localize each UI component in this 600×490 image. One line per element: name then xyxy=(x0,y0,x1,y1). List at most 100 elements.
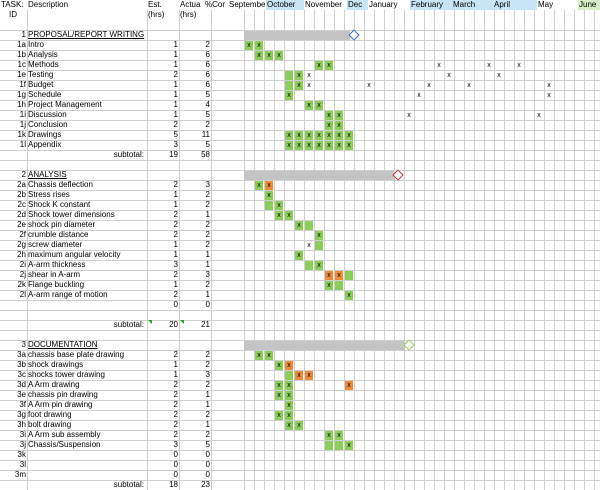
progress-cell xyxy=(295,131,303,140)
progress-cell xyxy=(295,71,303,80)
progress-cell xyxy=(335,281,343,290)
grid-row-line xyxy=(0,70,600,71)
overrun-cell xyxy=(265,181,273,190)
progress-cell xyxy=(295,421,303,430)
overrun-cell xyxy=(335,271,343,280)
progress-cell xyxy=(285,91,293,100)
task-actual: 2 xyxy=(205,120,210,129)
task-estimate: 2 xyxy=(173,350,178,359)
progress-cell xyxy=(295,141,303,150)
task-id: 2h xyxy=(17,250,26,259)
task-description xyxy=(28,460,146,470)
task-id: 3j xyxy=(19,440,26,449)
x-mark: x xyxy=(297,142,301,149)
x-mark: x xyxy=(267,52,271,59)
task-id xyxy=(0,310,26,320)
month-november: November xyxy=(305,0,342,9)
x-mark: x xyxy=(307,372,311,379)
progress-cell xyxy=(325,141,333,150)
x-mark: x xyxy=(547,82,551,89)
grid-row-line xyxy=(0,370,600,371)
grid-row-line xyxy=(0,420,600,421)
task-estimate: 5 xyxy=(173,130,178,139)
task-actual: 0 xyxy=(205,460,210,469)
x-mark: x xyxy=(487,62,491,69)
task-id: 1e xyxy=(17,70,26,79)
subtotal-label: subtotal: xyxy=(113,150,144,159)
task-description: Budget xyxy=(28,80,54,89)
grid-row-line xyxy=(0,110,600,111)
grid-row-line xyxy=(0,230,600,231)
task-description: Analysis xyxy=(28,50,58,59)
progress-cell xyxy=(315,141,323,150)
grid-row-line xyxy=(0,180,600,181)
section-id: 3 xyxy=(21,340,26,349)
progress-cell xyxy=(335,121,343,130)
grid-row-line xyxy=(0,390,600,391)
task-description: chassis base plate drawing xyxy=(28,350,125,359)
task-actual: 2 xyxy=(205,410,210,419)
x-mark: x xyxy=(367,82,371,89)
grid-row-line xyxy=(0,60,600,61)
month-april: April xyxy=(493,0,537,10)
progress-cell xyxy=(255,41,263,50)
subtotal-estimate: 18 xyxy=(169,480,178,489)
task-estimate: 2 xyxy=(173,180,178,189)
task-id: 3m xyxy=(14,470,26,479)
progress-cell xyxy=(285,131,293,140)
progress-cell xyxy=(275,51,283,60)
task-description: Chassis deflection xyxy=(28,180,93,189)
id-header: ID xyxy=(9,10,17,19)
comment-indicator xyxy=(148,320,152,324)
x-mark: x xyxy=(257,352,261,359)
x-mark: x xyxy=(307,242,311,249)
x-mark: x xyxy=(337,112,341,119)
task-estimate: 2 xyxy=(173,430,178,439)
grid-row-line xyxy=(0,250,600,251)
task-description: Conclusion xyxy=(28,120,68,129)
x-mark: x xyxy=(297,72,301,79)
grid-row-line xyxy=(0,380,600,381)
x-mark: x xyxy=(277,392,281,399)
summary-bar xyxy=(244,171,394,180)
task-description: chassis pin drawing xyxy=(28,390,98,399)
task-id: 1c xyxy=(17,60,26,69)
x-mark: x xyxy=(467,82,471,89)
task-actual: 3 xyxy=(205,180,210,189)
grid-row-line xyxy=(0,260,600,261)
task-id: 1f xyxy=(19,80,26,89)
est-unit-header: (hrs) xyxy=(148,10,165,19)
progress-cell xyxy=(345,141,353,150)
task-id: 1l xyxy=(19,140,26,149)
task-id: 1a xyxy=(17,40,26,49)
progress-cell xyxy=(305,131,313,140)
grid-row-line xyxy=(0,340,600,341)
x-mark: x xyxy=(327,432,331,439)
grid-row-line xyxy=(0,150,600,151)
x-mark: x xyxy=(287,392,291,399)
progress-cell xyxy=(325,61,333,70)
subtotal-label: subtotal: xyxy=(113,320,144,329)
task-id: 2a xyxy=(17,180,26,189)
progress-cell xyxy=(285,401,293,410)
grid-row-line xyxy=(0,90,600,91)
task-id: 3h xyxy=(17,420,26,429)
x-mark: x xyxy=(347,382,351,389)
grid-row-line xyxy=(0,430,600,431)
x-mark: x xyxy=(287,362,291,369)
progress-cell xyxy=(285,211,293,220)
grid-row-line xyxy=(0,280,600,281)
task-actual: 4 xyxy=(205,100,210,109)
task-description: A Arm drawing xyxy=(28,380,80,389)
task-estimate: 3 xyxy=(173,260,178,269)
x-mark: x xyxy=(327,112,331,119)
grid-row-line xyxy=(0,170,600,171)
task-estimate xyxy=(148,310,178,320)
progress-cell xyxy=(325,431,333,440)
progress-cell xyxy=(285,141,293,150)
progress-cell xyxy=(305,221,313,230)
progress-cell xyxy=(335,111,343,120)
grid-row-line xyxy=(0,210,600,211)
task-actual: 0 xyxy=(205,450,210,459)
x-mark: x xyxy=(307,72,311,79)
